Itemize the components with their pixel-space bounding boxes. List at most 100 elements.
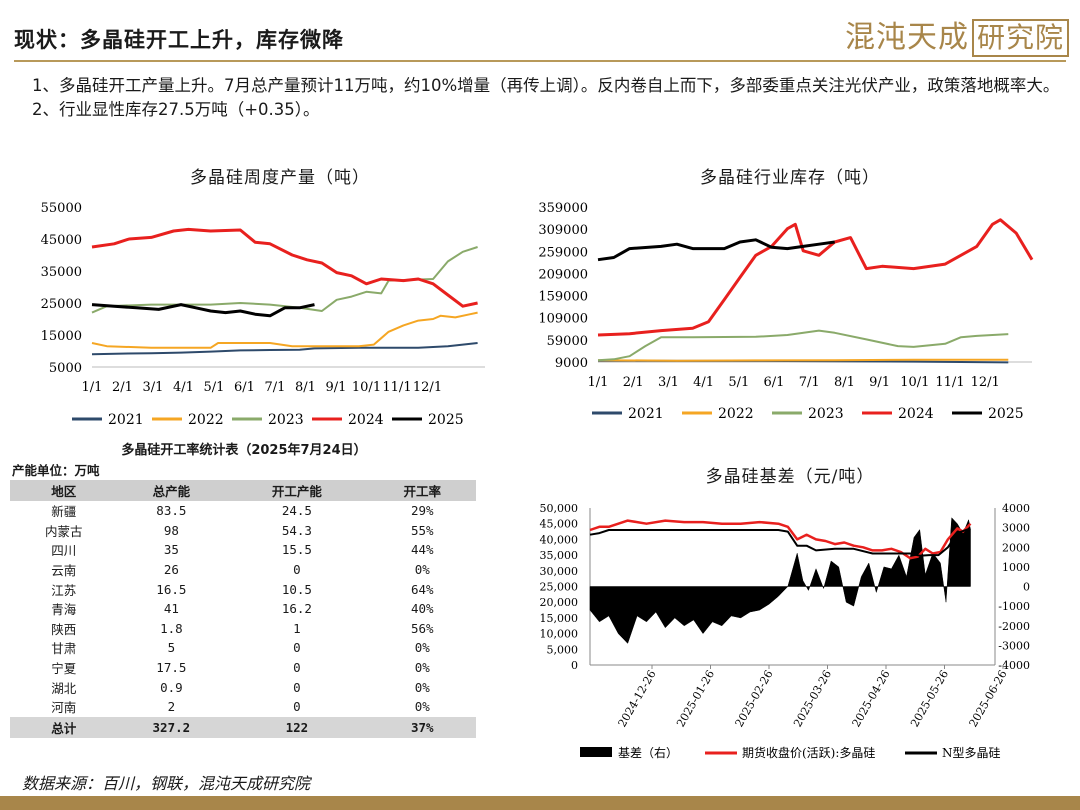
table-title: 多晶硅开工率统计表（2025年7月24日） bbox=[121, 443, 367, 458]
legend-label-2021: 2021 bbox=[108, 412, 144, 428]
chart-basis-title: 多晶硅基差（元/吨） bbox=[705, 467, 875, 487]
y-right-tick-label: -2000 bbox=[998, 620, 1030, 633]
y-right-tick-label: 1000 bbox=[1002, 561, 1030, 574]
series-line-2024 bbox=[597, 218, 1034, 337]
x-tick-label: 2024-12-26 bbox=[616, 668, 659, 729]
y-left-tick-label: 50,000 bbox=[540, 502, 579, 515]
x-tick-label: 10/1 bbox=[900, 375, 929, 390]
x-tick-label: 7/1 bbox=[265, 380, 286, 395]
series-line-2025 bbox=[597, 238, 835, 262]
y-tick-label: 45000 bbox=[41, 233, 82, 248]
y-tick-label: 5000 bbox=[49, 361, 82, 376]
total-cell: 122 bbox=[225, 716, 369, 738]
table-row: 青海 41 16.2 40% bbox=[10, 599, 476, 619]
x-tick-label: 11/1 bbox=[935, 375, 964, 390]
y-tick-label: 159000 bbox=[538, 290, 588, 305]
cell-region: 云南 bbox=[51, 563, 77, 579]
cell-capacity: 26 bbox=[163, 562, 179, 578]
table-row: 四川 35 15.5 44% bbox=[10, 540, 476, 560]
series-line-2024 bbox=[91, 227, 478, 308]
cell-region: 内蒙古 bbox=[44, 523, 83, 539]
total-cell: 37% bbox=[368, 716, 476, 738]
summary-bullets: 1、多晶硅开工产量上升。7月总产量预计11万吨，约10%增量（再传上调）。反内卷… bbox=[32, 74, 1062, 122]
footer-band bbox=[0, 796, 1080, 810]
utilization-table-panel: 多晶硅开工率统计表（2025年7月24日） 产能单位：万吨 地区 总产能 开工产… bbox=[10, 440, 478, 738]
x-tick-label: 8/1 bbox=[834, 375, 855, 390]
x-tick-label: 12/1 bbox=[413, 380, 442, 395]
cell-rate: 40% bbox=[410, 601, 434, 617]
y-right-tick-label: -3000 bbox=[998, 639, 1030, 652]
data-source: 数据来源：百川，钢联，混沌天成研究院 bbox=[22, 774, 311, 793]
x-tick-label: 8/1 bbox=[295, 380, 316, 395]
table-row: 云南 26 0 0% bbox=[10, 560, 476, 580]
cell-rate: 0% bbox=[414, 562, 430, 578]
cell-rate: 0% bbox=[414, 660, 430, 676]
y-right-tick-label: 3000 bbox=[1002, 522, 1030, 535]
x-tick-label: 6/1 bbox=[764, 375, 785, 390]
x-tick-label: 1/1 bbox=[82, 380, 103, 395]
bullet-1: 1、多晶硅开工产量上升。7月总产量预计11万吨，约10%增量（再传上调）。反内卷… bbox=[32, 76, 1060, 95]
y-left-tick-label: 15,000 bbox=[540, 612, 579, 625]
y-tick-label: 109000 bbox=[538, 312, 588, 327]
cell-region: 宁夏 bbox=[51, 661, 77, 677]
y-tick-label: 209000 bbox=[538, 267, 588, 282]
x-tick-label: 11/1 bbox=[382, 380, 411, 395]
col-header-operating: 开工产能 bbox=[225, 480, 369, 501]
x-tick-label: 9/1 bbox=[869, 375, 890, 390]
y-left-tick-label: 0 bbox=[571, 659, 578, 672]
series-line-2023 bbox=[597, 329, 1009, 362]
table-row: 江苏 16.5 10.5 64% bbox=[10, 579, 476, 599]
legend-label-2023: 2023 bbox=[268, 412, 304, 428]
x-tick-label: 2025-01-26 bbox=[674, 668, 717, 729]
cell-operating: 0 bbox=[293, 562, 301, 578]
cell-region: 陕西 bbox=[51, 621, 77, 637]
table-row: 内蒙古 98 54.3 55% bbox=[10, 521, 476, 541]
legend-swatch-basis bbox=[580, 747, 612, 757]
cell-region: 甘肃 bbox=[51, 641, 77, 657]
series-line-2022 bbox=[91, 311, 478, 349]
total-cell: 327.2 bbox=[117, 716, 226, 738]
y-right-tick-label: 2000 bbox=[1002, 541, 1030, 554]
cell-region: 河南 bbox=[51, 700, 77, 716]
page-title: 现状：多晶硅开工上升，库存微降 bbox=[14, 28, 344, 52]
x-tick-label: 2025-03-26 bbox=[791, 668, 834, 729]
table-header-row: 地区 总产能 开工产能 开工率 bbox=[10, 480, 476, 501]
y-left-tick-label: 30,000 bbox=[540, 565, 579, 578]
header-divider bbox=[14, 60, 1066, 62]
cell-capacity: 5 bbox=[167, 640, 176, 656]
table-unit: 产能单位：万吨 bbox=[12, 463, 100, 478]
x-tick-label: 7/1 bbox=[799, 375, 820, 390]
table-row: 新疆 83.5 24.5 29% bbox=[10, 501, 476, 521]
x-tick-label: 2/1 bbox=[623, 375, 644, 390]
series-line-2021 bbox=[91, 342, 478, 356]
y-right-tick-label: 4000 bbox=[1002, 502, 1030, 515]
x-tick-label: 2/1 bbox=[112, 380, 133, 395]
cell-capacity: 98 bbox=[163, 522, 179, 538]
y-left-tick-label: 40,000 bbox=[540, 533, 579, 546]
series-line-2023 bbox=[91, 246, 478, 314]
x-tick-label: 3/1 bbox=[658, 375, 679, 390]
logo-text: 混沌天成 bbox=[845, 20, 969, 55]
cell-region: 湖北 bbox=[51, 680, 77, 696]
chart-basis: 50,000 45,000 40,000 35,000 30,000 25,000 20,0… bbox=[540, 502, 1031, 760]
y-right-tick-label: -4000 bbox=[998, 659, 1030, 672]
cell-operating: 0 bbox=[293, 699, 301, 715]
x-tick-label: 2025-05-26 bbox=[908, 668, 951, 729]
x-tick-label: 5/1 bbox=[204, 380, 225, 395]
x-tick-label: 2025-04-26 bbox=[850, 668, 893, 729]
cell-operating: 24.5 bbox=[281, 503, 312, 519]
y-tick-label: 359000 bbox=[538, 201, 588, 216]
utilization-table: 地区 总产能 开工产能 开工率 新疆 83.5 24.5 29% 内蒙古 98 54.3 55… bbox=[10, 480, 476, 738]
table-row: 甘肃 5 0 0% bbox=[10, 638, 476, 658]
y-left-tick-label: 35,000 bbox=[540, 549, 579, 562]
bullet-2: 2、行业显性库存27.5万吨（+0.35）。 bbox=[32, 100, 320, 119]
cell-rate: 56% bbox=[410, 620, 434, 636]
col-header-capacity: 总产能 bbox=[117, 480, 226, 501]
legend-label-2024: 2024 bbox=[348, 412, 384, 428]
cell-rate: 64% bbox=[410, 581, 434, 597]
cell-region: 青海 bbox=[51, 602, 77, 618]
x-tick-label: 1/1 bbox=[588, 375, 609, 390]
cell-operating: 1 bbox=[293, 620, 301, 636]
y-tick-label: 55000 bbox=[41, 201, 82, 216]
legend-label-basis: 基差（右） bbox=[618, 745, 678, 760]
